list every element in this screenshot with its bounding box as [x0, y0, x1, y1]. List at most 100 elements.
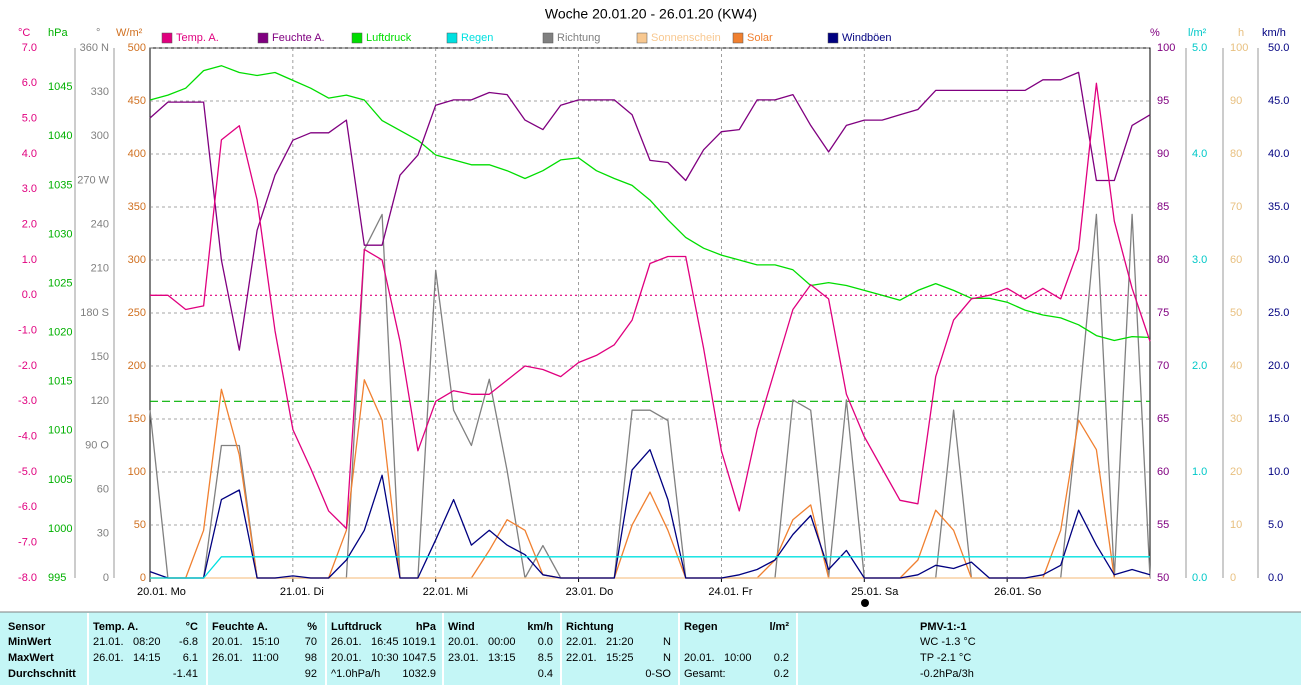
- y-tick-label: 3.0: [1192, 254, 1207, 266]
- table-cell: 15:10: [252, 636, 280, 648]
- table-header: Temp. A.: [93, 621, 138, 633]
- y-tick-label: 300: [91, 130, 109, 142]
- y-tick-label: 100: [1230, 42, 1248, 54]
- y-tick-label: 85: [1157, 201, 1169, 213]
- y-tick-label: 90 O: [85, 439, 109, 451]
- y-tick-label: 400: [128, 148, 146, 160]
- y-tick-label: 4.0: [22, 148, 37, 160]
- y-tick-label: 1000: [48, 523, 72, 535]
- y-tick-label: 150: [91, 351, 109, 363]
- table-cell: 22.01.: [566, 636, 597, 648]
- y-tick-label: 1040: [48, 130, 72, 142]
- table-header: Regen: [684, 621, 718, 633]
- axis-unit: °C: [18, 27, 30, 39]
- chart-title: Woche 20.01.20 - 26.01.20 (KW4): [545, 6, 757, 22]
- table-cell: 0.4: [538, 668, 553, 680]
- table-cell: 6.1: [183, 652, 198, 664]
- table-cell: 0.2: [774, 652, 789, 664]
- y-tick-label: 50: [1230, 307, 1242, 319]
- y-tick-label: 1025: [48, 277, 72, 289]
- day-marker: [861, 599, 869, 607]
- table-cell: 0.2: [774, 668, 789, 680]
- y-tick-label: 100: [1157, 42, 1175, 54]
- y-tick-label: -3.0: [18, 395, 37, 407]
- legend-label: Temp. A.: [176, 32, 219, 44]
- table-cell: 70: [305, 636, 317, 648]
- legend-label: Luftdruck: [366, 32, 412, 44]
- legend-label: Solar: [747, 32, 773, 44]
- y-tick-label: 270 W: [77, 174, 109, 186]
- y-tick-label: 70: [1230, 201, 1242, 213]
- y-tick-label: 0.0: [1268, 572, 1283, 584]
- table-header: Luftdruck: [331, 621, 383, 633]
- table-cell: 23.01.: [448, 652, 479, 664]
- x-tick-label: 23.01. Do: [566, 586, 614, 598]
- table-cell: 0.0: [538, 636, 553, 648]
- y-tick-label: 65: [1157, 413, 1169, 425]
- table-cell: N: [663, 636, 671, 648]
- y-tick-label: 55: [1157, 519, 1169, 531]
- y-tick-label: 50: [134, 519, 146, 531]
- legend-label: Windböen: [842, 32, 892, 44]
- y-tick-label: 1.0: [22, 254, 37, 266]
- y-tick-label: 450: [128, 95, 146, 107]
- x-tick-label: 22.01. Mi: [423, 586, 468, 598]
- y-tick-label: 60: [97, 484, 109, 496]
- y-tick-label: 30.0: [1268, 254, 1289, 266]
- y-tick-label: 120: [91, 395, 109, 407]
- axis-unit: l/m²: [1188, 27, 1207, 39]
- table-cell: 10:30: [371, 652, 399, 664]
- y-tick-label: 30: [1230, 413, 1242, 425]
- table-header: Richtung: [566, 621, 614, 633]
- y-tick-label: 10: [1230, 519, 1242, 531]
- table-cell: 26.01.: [212, 652, 243, 664]
- series-line: [149, 71, 1151, 351]
- y-tick-label: 60: [1157, 466, 1169, 478]
- y-tick-label: 5.0: [22, 113, 37, 125]
- axis-unit: °: [96, 27, 100, 39]
- legend-label: Regen: [461, 32, 493, 44]
- y-tick-label: 5.0: [1268, 519, 1283, 531]
- table-unit: hPa: [416, 621, 437, 633]
- y-tick-label: 3.0: [22, 183, 37, 195]
- y-tick-label: 15.0: [1268, 413, 1289, 425]
- legend-label: Sonnenschein: [651, 32, 721, 44]
- y-tick-label: 250: [128, 307, 146, 319]
- x-tick-label: 26.01. So: [994, 586, 1041, 598]
- table-cell: 20.01.: [448, 636, 479, 648]
- table-cell: 26.01.: [331, 636, 362, 648]
- y-tick-label: 50.0: [1268, 42, 1289, 54]
- y-tick-label: -4.0: [18, 431, 37, 443]
- y-tick-label: 5.0: [1192, 42, 1207, 54]
- series-line: [150, 82, 1151, 530]
- y-tick-label: 2.0: [22, 219, 37, 231]
- table-unit: km/h: [527, 621, 553, 633]
- y-tick-label: 70: [1157, 360, 1169, 372]
- table-cell: MinWert: [8, 636, 52, 648]
- legend-swatch: [446, 32, 458, 44]
- y-tick-label: 500: [128, 42, 146, 54]
- y-tick-label: 300: [128, 254, 146, 266]
- series-line: [149, 449, 1151, 579]
- table-cell: 1032.9: [402, 668, 436, 680]
- y-tick-label: 0: [103, 572, 109, 584]
- table-cell: 00:00: [488, 636, 516, 648]
- table-cell: 1047.5: [402, 652, 436, 664]
- y-tick-label: 1030: [48, 228, 72, 240]
- y-tick-label: 0: [140, 572, 146, 584]
- y-tick-label: 330: [91, 86, 109, 98]
- y-tick-label: 0: [1230, 572, 1236, 584]
- table-cell: 8.5: [538, 652, 553, 664]
- x-tick-label: 21.01. Di: [280, 586, 324, 598]
- table-unit: %: [307, 621, 317, 633]
- y-tick-label: 4.0: [1192, 148, 1207, 160]
- y-tick-label: 1.0: [1192, 466, 1207, 478]
- y-tick-label: -2.0: [18, 360, 37, 372]
- y-tick-label: 180 S: [80, 307, 109, 319]
- axis-unit: h: [1238, 27, 1244, 39]
- table-cell: 21:20: [606, 636, 634, 648]
- table-cell: TP -2.1 °C: [920, 652, 971, 664]
- table-cell: 20.01.: [684, 652, 715, 664]
- table-cell: 98: [305, 652, 317, 664]
- table-cell: 26.01.: [93, 652, 124, 664]
